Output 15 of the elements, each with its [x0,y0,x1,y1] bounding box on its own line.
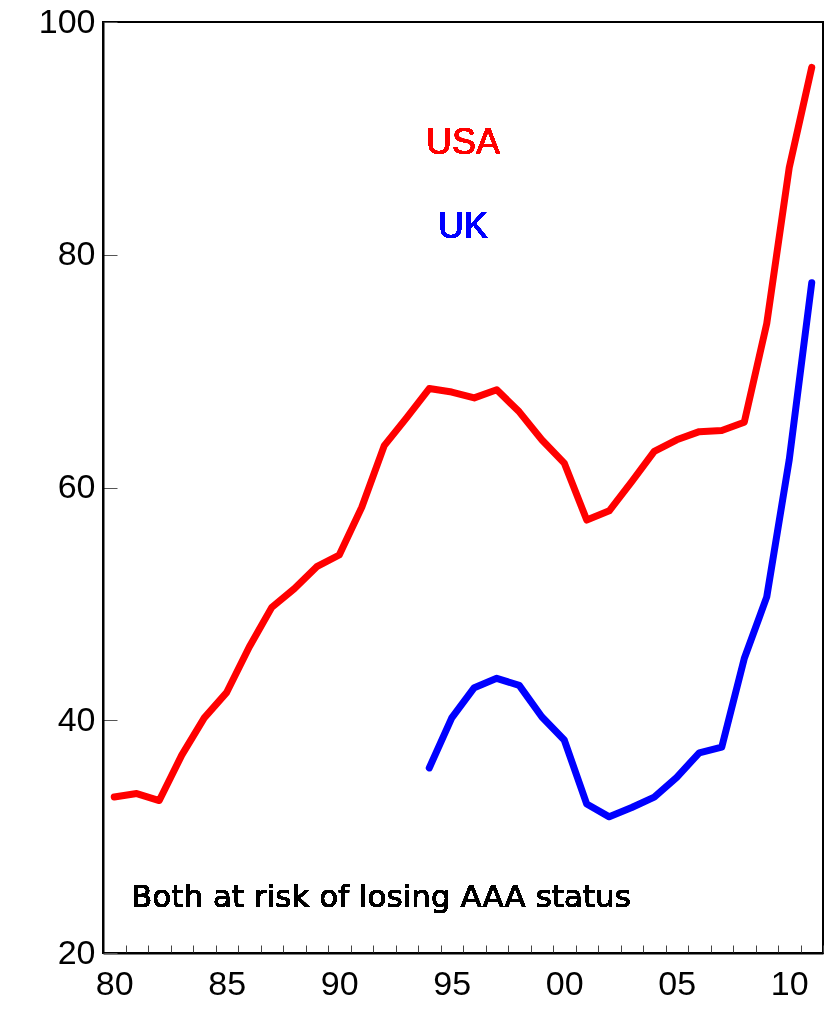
x-tick-label: 85 [208,963,247,1002]
y-tick-label: 40 [57,699,96,738]
text: UK [437,205,489,247]
x-tick-label: 00 [545,963,584,1002]
text: USA [425,121,501,163]
x-tick-label: 95 [433,963,472,1002]
y-tick-label: 100 [38,1,96,40]
x-tick-label: 80 [95,963,134,1002]
y-tick-label: 80 [57,234,96,273]
x-tick-label: 10 [770,963,809,1002]
x-tick-label: 90 [320,963,359,1002]
x-tick-label: 05 [658,963,697,1002]
y-tick-label: 60 [57,467,96,505]
annotation: Both at risk of losing AAA status [131,878,631,914]
y-tick-label: 20 [57,932,96,971]
